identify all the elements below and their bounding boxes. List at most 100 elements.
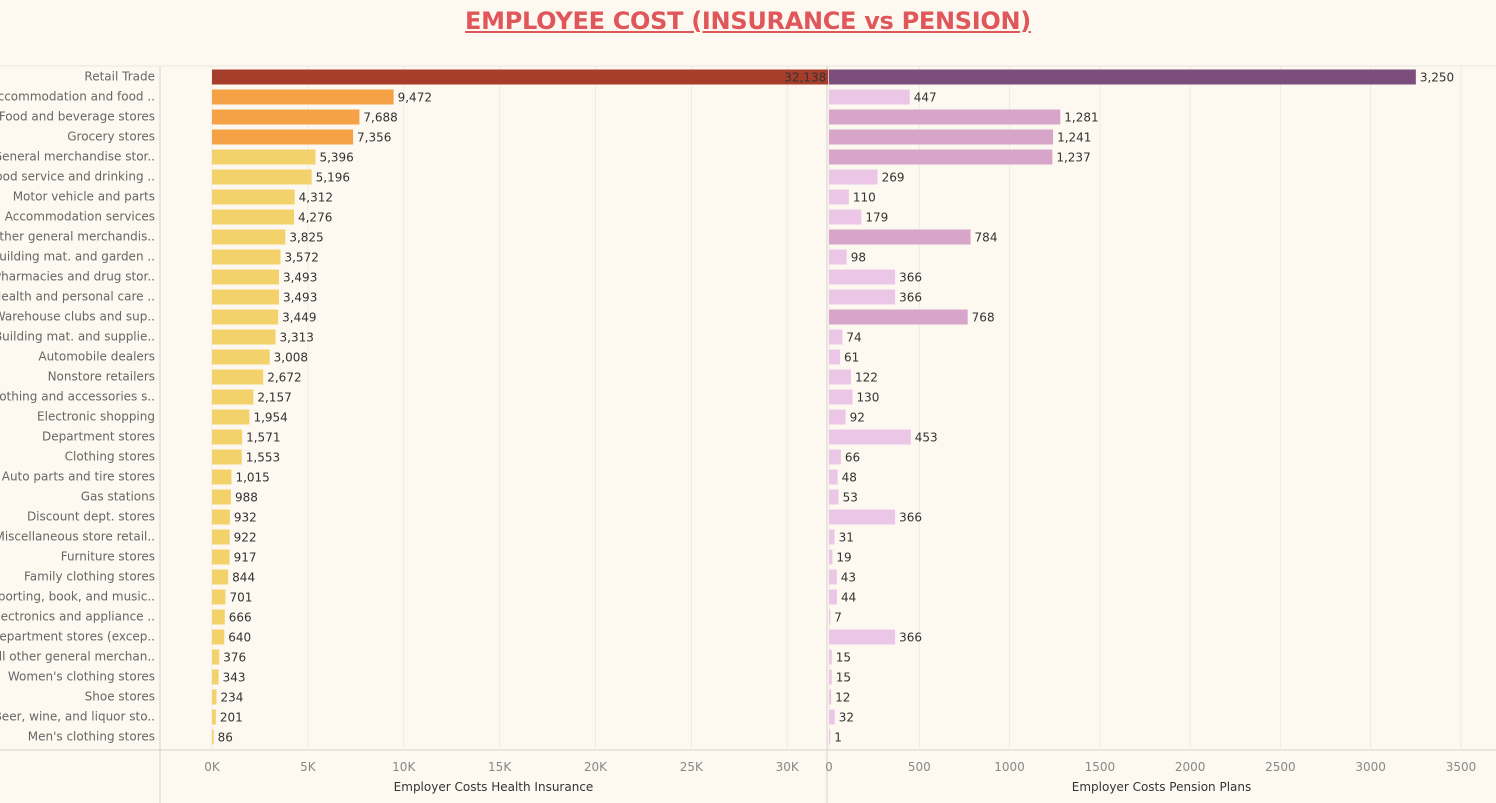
x-tick-label: 3000 [1355,760,1386,774]
data-label: 2,157 [257,391,291,405]
category-label: Gas stations [81,490,155,504]
x-tick-label: 3500 [1446,760,1477,774]
bar [829,209,862,225]
data-label: 3,825 [289,231,323,245]
bar [212,369,264,385]
data-label: 1,241 [1057,131,1091,145]
bar [212,169,312,185]
bar [829,669,832,685]
data-label: 768 [972,311,995,325]
data-label: 3,572 [284,251,318,265]
x-tick-label: 2000 [1175,760,1206,774]
data-label: 640 [228,631,251,645]
data-label: 130 [856,391,879,405]
data-label: 15 [836,671,851,685]
category-label: All other general merchan.. [0,650,155,664]
x-tick-label: 1500 [1085,760,1116,774]
data-label: 3,449 [282,311,316,325]
category-label: Family clothing stores [24,570,155,584]
bar [212,649,220,665]
bar [829,109,1061,125]
data-label: 15 [836,651,851,665]
x-tick-label: 0 [825,760,833,774]
bar [829,289,896,305]
data-label: 9,472 [398,91,432,105]
bar [212,389,254,405]
data-label: 269 [882,171,905,185]
x-tick-label: 10K [392,760,416,774]
bar [212,329,276,345]
bar [829,69,1416,85]
data-label: 343 [223,671,246,685]
data-label: 4,312 [299,191,333,205]
x-tick-label: 500 [908,760,931,774]
bar [829,549,833,565]
bar [212,489,231,505]
category-label: Auto parts and tire stores [2,470,155,484]
category-label: Electronics and appliance .. [0,610,155,624]
category-label: Department stores (excep.. [0,630,155,644]
data-label: 1,237 [1056,151,1090,165]
category-label: Accommodation services [5,210,155,224]
category-label: Retail Trade [84,70,155,84]
data-label: 7,356 [357,131,391,145]
bar [829,309,968,325]
data-label: 43 [841,571,856,585]
category-label: Accommodation and food .. [0,90,155,104]
data-label: 3,493 [283,271,317,285]
data-label: 922 [234,531,257,545]
data-label: 932 [234,511,257,525]
chart-title: EMPLOYEE COST (INSURANCE vs PENSION) [465,7,1031,35]
data-label: 1,553 [246,451,280,465]
bar [829,509,896,525]
category-label: General merchandise stor.. [0,150,155,164]
data-label: 44 [841,591,856,605]
category-label: Electronic shopping [37,410,155,424]
data-label: 7 [834,611,842,625]
data-label: 98 [851,251,866,265]
data-label: 53 [843,491,858,505]
bar [829,729,831,745]
bar [829,489,839,505]
bar [829,329,843,345]
bar [829,529,835,545]
data-label: 201 [220,711,243,725]
bar [212,509,230,525]
bar [829,589,837,605]
data-label: 66 [845,451,860,465]
data-label: 86 [218,731,233,745]
x-tick-label: 2500 [1265,760,1296,774]
bar [829,409,846,425]
data-label: 366 [899,511,922,525]
bar [829,89,910,105]
category-label: Department stores [42,430,155,444]
data-label: 179 [865,211,888,225]
category-label: Clothing and accessories s.. [0,390,155,404]
bar [212,189,295,205]
data-label: 1,281 [1064,111,1098,125]
category-label: Automobile dealers [38,350,155,364]
category-label: Motor vehicle and parts [13,190,155,204]
data-label: 1,571 [246,431,280,445]
data-label: 122 [855,371,878,385]
bar [829,649,832,665]
data-label: 19 [836,551,851,565]
data-label: 7,688 [363,111,397,125]
category-label: Miscellaneous store retail.. [0,530,155,544]
bar [829,269,896,285]
category-label: Beer, wine, and liquor sto.. [0,710,155,724]
bar [829,709,835,725]
data-label: 1,954 [253,411,287,425]
bar [212,309,279,325]
category-label: Women's clothing stores [8,670,155,684]
category-label: Food service and drinking .. [0,170,155,184]
bar [829,349,841,365]
bar [212,469,232,485]
bar [829,629,896,645]
data-label: 234 [220,691,243,705]
bar [829,229,971,245]
bar [829,429,911,445]
data-label: 784 [975,231,998,245]
bar [829,189,849,205]
